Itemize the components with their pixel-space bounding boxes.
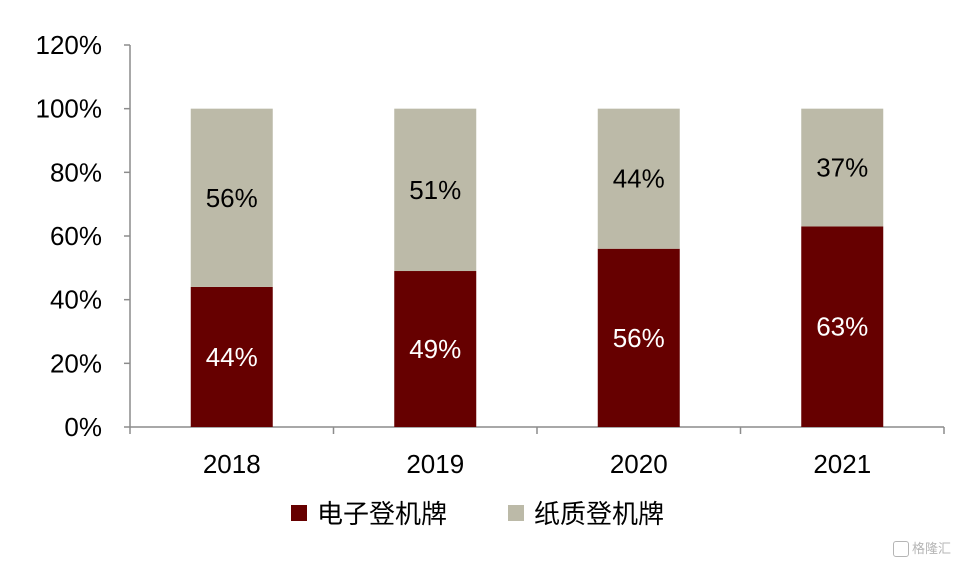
glh-logo-icon — [892, 541, 909, 557]
data-label: 56% — [613, 323, 665, 353]
data-label: 51% — [409, 175, 461, 205]
bar-segment — [190, 108, 273, 287]
y-tick-label: 20% — [50, 348, 102, 378]
x-tick-label: 2018 — [203, 449, 261, 479]
watermark-text: 格隆汇 — [911, 541, 951, 557]
legend-swatch — [291, 505, 307, 521]
bar-segment — [190, 286, 273, 427]
data-label: 44% — [613, 164, 665, 194]
bars: 44% 56% 49% 51% 56% 44% 63% 37% — [190, 108, 884, 427]
bar-segment — [597, 248, 680, 427]
bar-segment — [597, 108, 680, 249]
legend-swatch — [508, 505, 524, 521]
y-tick-label: 80% — [50, 157, 102, 187]
x-axis: 2018 2019 2020 2021 — [129, 426, 945, 479]
data-label: 37% — [816, 153, 868, 183]
data-label: 44% — [206, 342, 258, 372]
y-tick-label: 120% — [36, 30, 103, 60]
x-tick-label: 2021 — [813, 449, 871, 479]
data-label: 49% — [409, 334, 461, 364]
bar-segment — [801, 108, 884, 227]
legend: 电子登机牌 纸质登机牌 — [291, 499, 664, 529]
y-axis: 0% 20% 40% 60% 80% 100% 120% — [36, 30, 131, 442]
watermark: 格隆汇 — [892, 538, 951, 557]
y-tick-label: 60% — [50, 221, 102, 251]
legend-label: 纸质登机牌 — [534, 499, 664, 529]
y-tick-label: 40% — [50, 285, 102, 315]
y-tick-label: 0% — [64, 412, 102, 442]
bar-segment — [801, 226, 884, 427]
x-tick-label: 2020 — [610, 449, 668, 479]
x-tick-label: 2019 — [406, 449, 464, 479]
bar-segment — [394, 108, 477, 272]
data-label: 63% — [816, 312, 868, 342]
legend-label: 电子登机牌 — [317, 499, 447, 529]
bar-segment — [394, 271, 477, 427]
y-tick-label: 100% — [36, 94, 103, 124]
data-label: 56% — [206, 183, 258, 213]
